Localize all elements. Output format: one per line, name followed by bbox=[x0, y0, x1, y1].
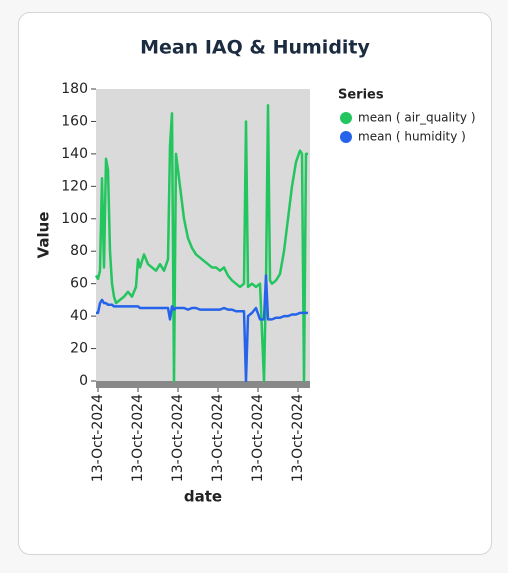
x-tick-label: 13-Oct-2024 bbox=[250, 394, 266, 482]
y-tick-label: 80 bbox=[70, 243, 88, 259]
series-line bbox=[96, 274, 308, 383]
legend-label: mean ( humidity ) bbox=[358, 130, 466, 144]
legend-swatch bbox=[340, 131, 352, 143]
series-line bbox=[94, 103, 308, 383]
x-tick-label: 13-Oct-2024 bbox=[90, 394, 106, 482]
y-tick-label: 100 bbox=[61, 211, 88, 227]
y-tick-label: 40 bbox=[70, 308, 88, 324]
y-tick-label: 180 bbox=[61, 81, 88, 97]
chart-title: Mean IAQ & Humidity bbox=[140, 37, 370, 59]
y-tick-label: 20 bbox=[70, 341, 88, 357]
x-tick-label: 13-Oct-2024 bbox=[210, 394, 226, 482]
x-axis-band bbox=[96, 381, 310, 388]
x-axis-label: date bbox=[184, 488, 222, 506]
plot-area bbox=[96, 89, 310, 381]
y-tick-label: 120 bbox=[61, 178, 88, 194]
x-tick-label: 13-Oct-2024 bbox=[130, 394, 146, 482]
y-axis-label: Value bbox=[35, 212, 53, 259]
y-tick-label: 0 bbox=[79, 373, 88, 389]
legend-label: mean ( air_quality ) bbox=[358, 111, 476, 125]
legend-title: Series bbox=[338, 88, 384, 103]
x-tick-label: 13-Oct-2024 bbox=[290, 394, 306, 482]
y-tick-label: 160 bbox=[61, 113, 88, 129]
x-tick-label: 13-Oct-2024 bbox=[170, 394, 186, 482]
y-tick-label: 60 bbox=[70, 276, 88, 292]
y-tick-label: 140 bbox=[61, 146, 88, 162]
legend-swatch bbox=[340, 112, 352, 124]
